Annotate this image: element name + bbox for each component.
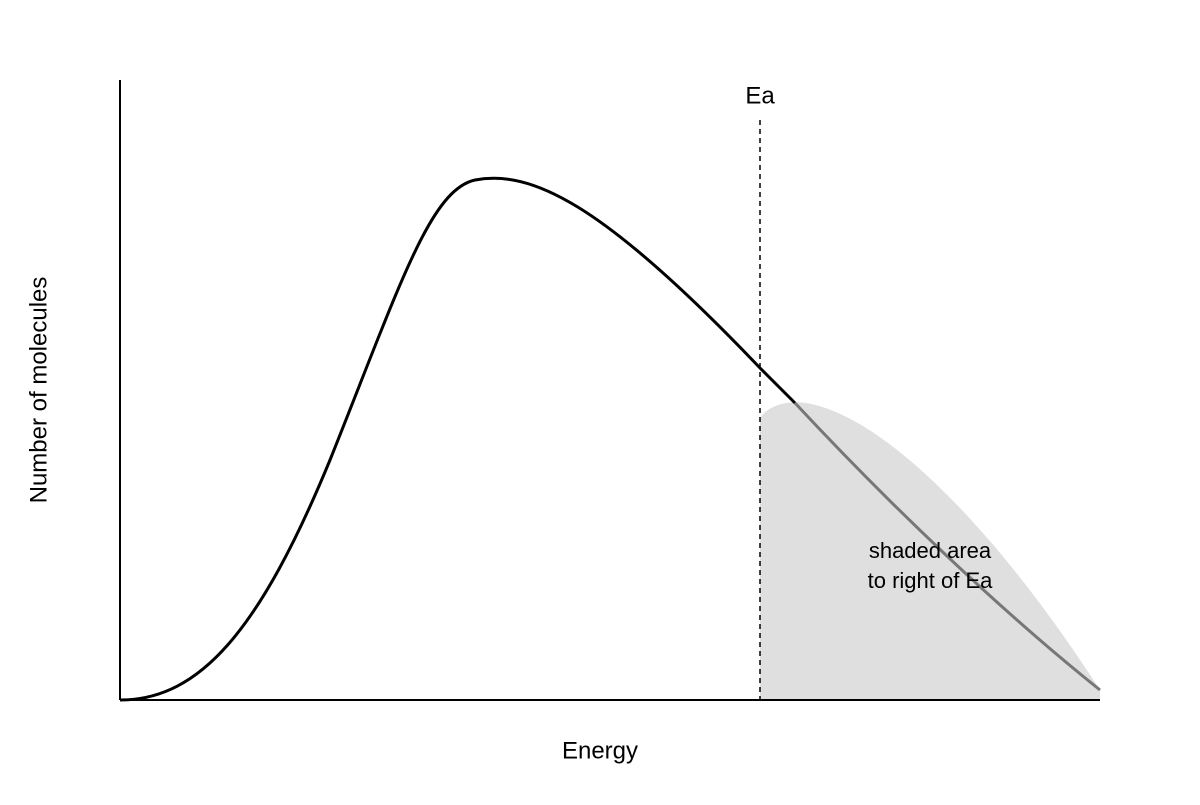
x-axis-label: Energy [562,737,638,764]
threshold-label: Ea [745,82,775,109]
distribution-curve [119,176,797,702]
annotation-line: shaded area [869,538,992,563]
annotation-line: to right of Ea [868,568,994,593]
distribution-curve-tail [793,401,1101,692]
shaded-region [760,402,1100,700]
y-axis-label: Number of molecules [25,277,52,504]
